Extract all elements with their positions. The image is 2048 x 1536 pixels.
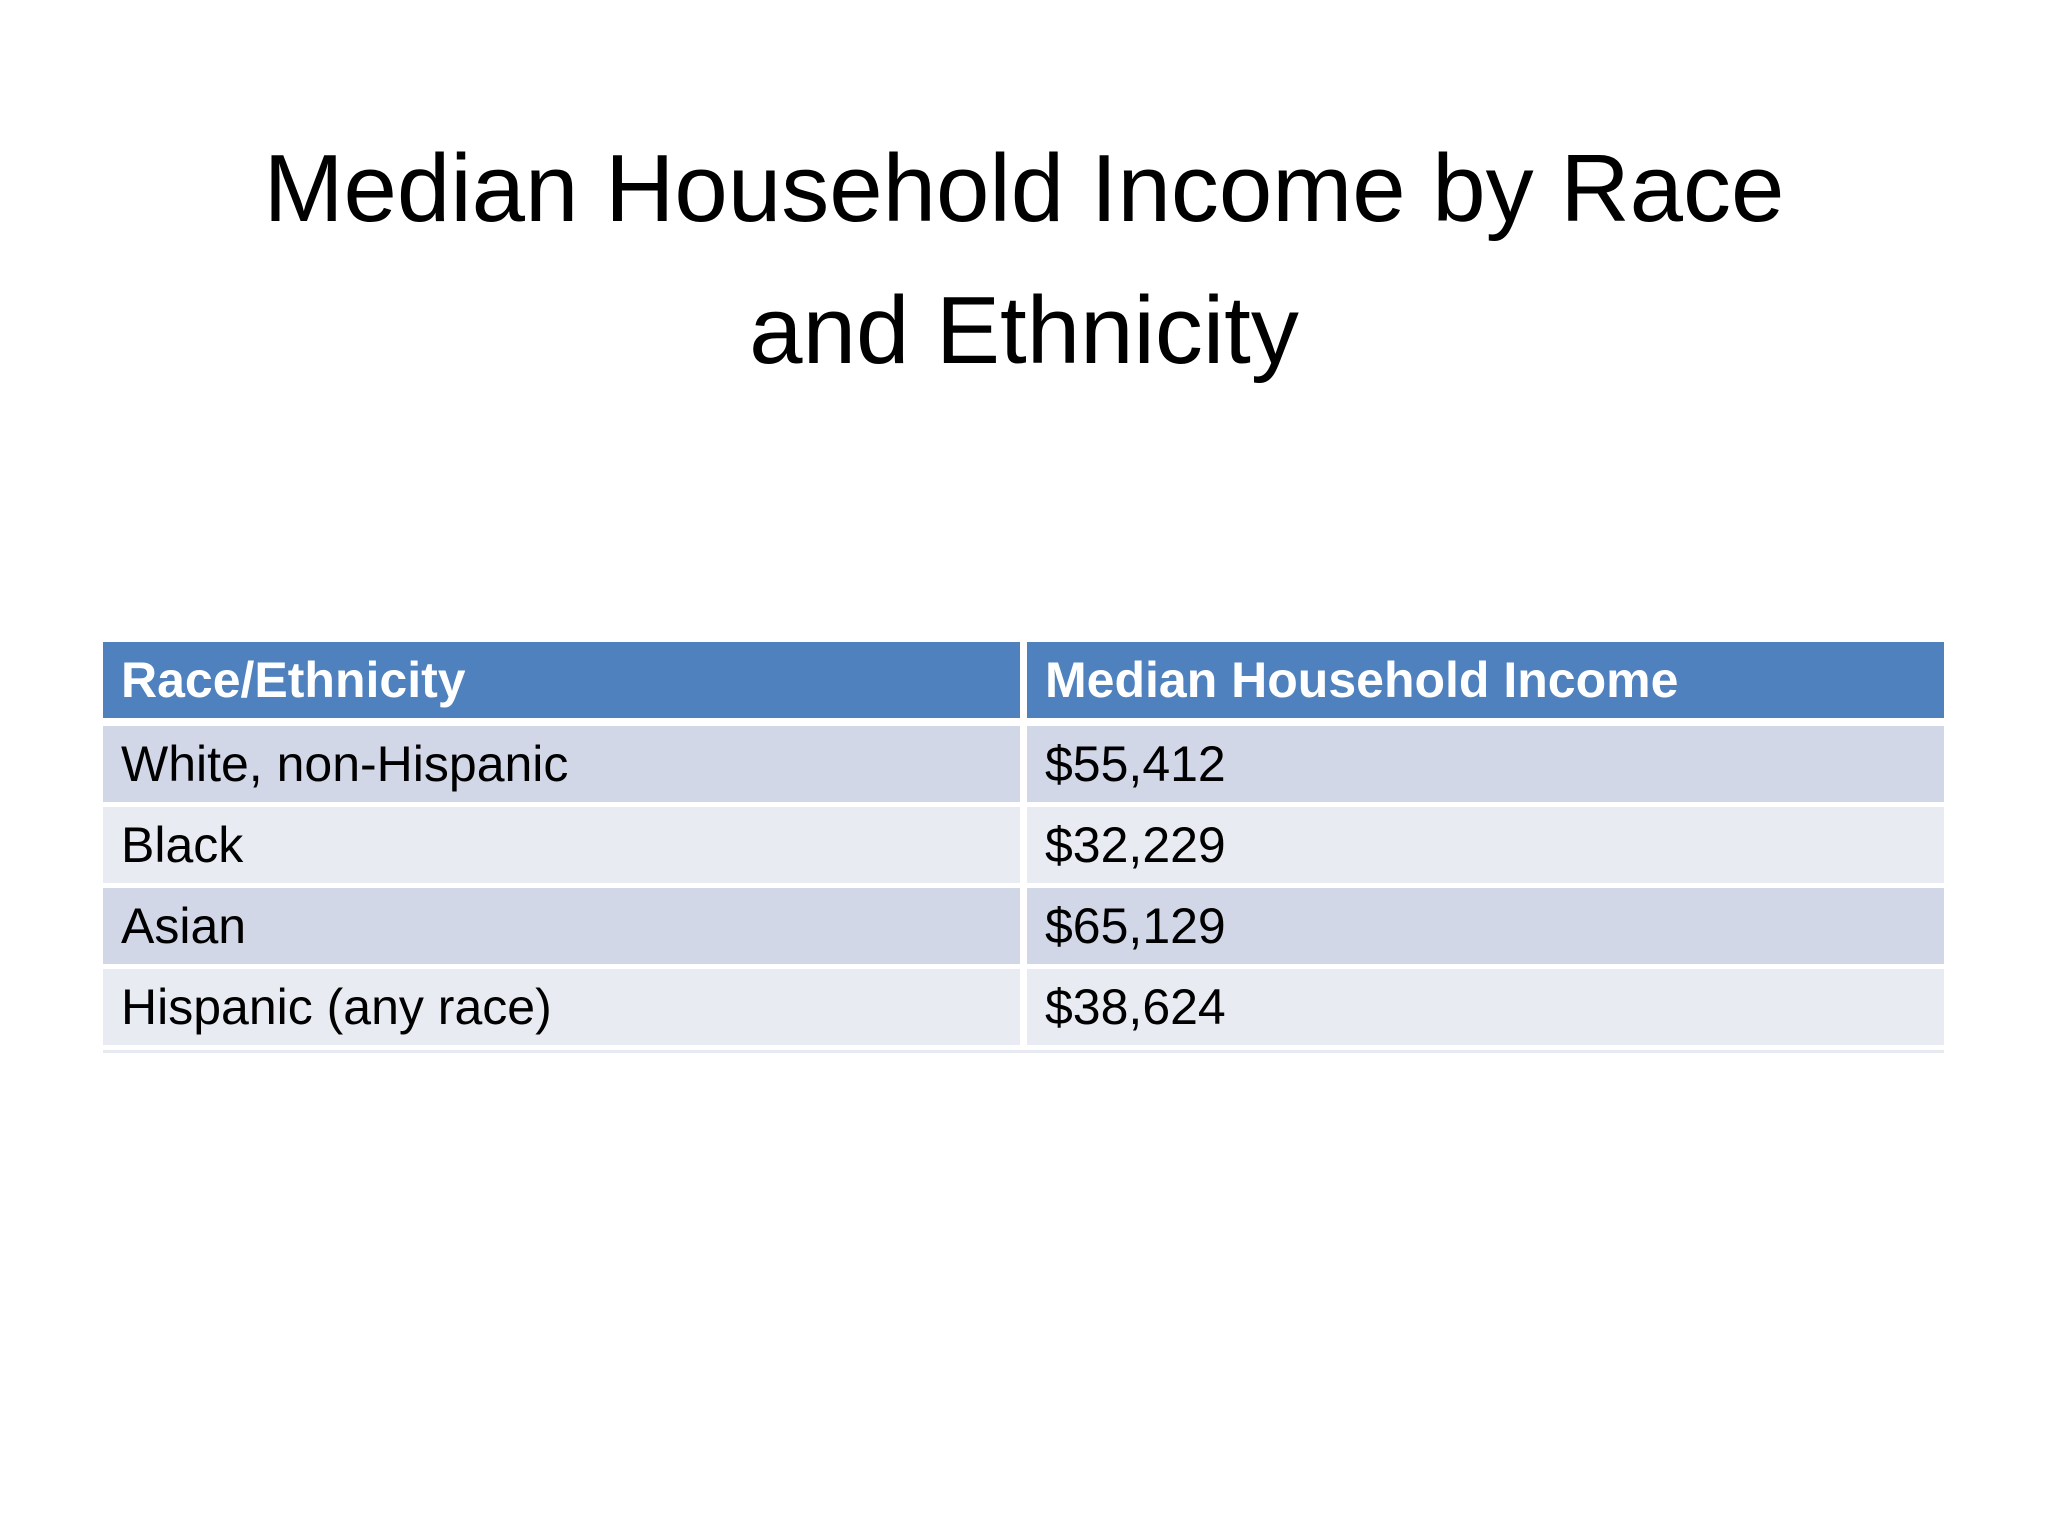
table-row: Asian $65,129 bbox=[103, 888, 1944, 964]
race-cell: Hispanic (any race) bbox=[103, 969, 1020, 1045]
slide-title-line1: Median Household Income by Race bbox=[263, 135, 1785, 243]
race-cell: Asian bbox=[103, 888, 1020, 964]
race-cell: Black bbox=[103, 807, 1020, 883]
income-cell: $32,229 bbox=[1027, 807, 1944, 883]
table-row: Hispanic (any race) $38,624 bbox=[103, 969, 1944, 1045]
table-header-row: Race/Ethnicity Median Household Income bbox=[103, 642, 1944, 718]
table-bottom-edge bbox=[103, 1050, 1944, 1053]
income-cell: $38,624 bbox=[1027, 969, 1944, 1045]
slide-title-line2: and Ethnicity bbox=[749, 277, 1299, 385]
income-cell: $55,412 bbox=[1027, 726, 1944, 802]
slide-title: Median Household Income by Race and Ethn… bbox=[0, 118, 2048, 402]
income-cell: $65,129 bbox=[1027, 888, 1944, 964]
table-row: Black $32,229 bbox=[103, 807, 1944, 883]
header-cell-median-income: Median Household Income bbox=[1027, 642, 1944, 718]
table-row: White, non-Hispanic $55,412 bbox=[103, 726, 1944, 802]
race-cell: White, non-Hispanic bbox=[103, 726, 1020, 802]
income-table: Race/Ethnicity Median Household Income W… bbox=[103, 642, 1944, 1053]
header-cell-race-ethnicity: Race/Ethnicity bbox=[103, 642, 1020, 718]
